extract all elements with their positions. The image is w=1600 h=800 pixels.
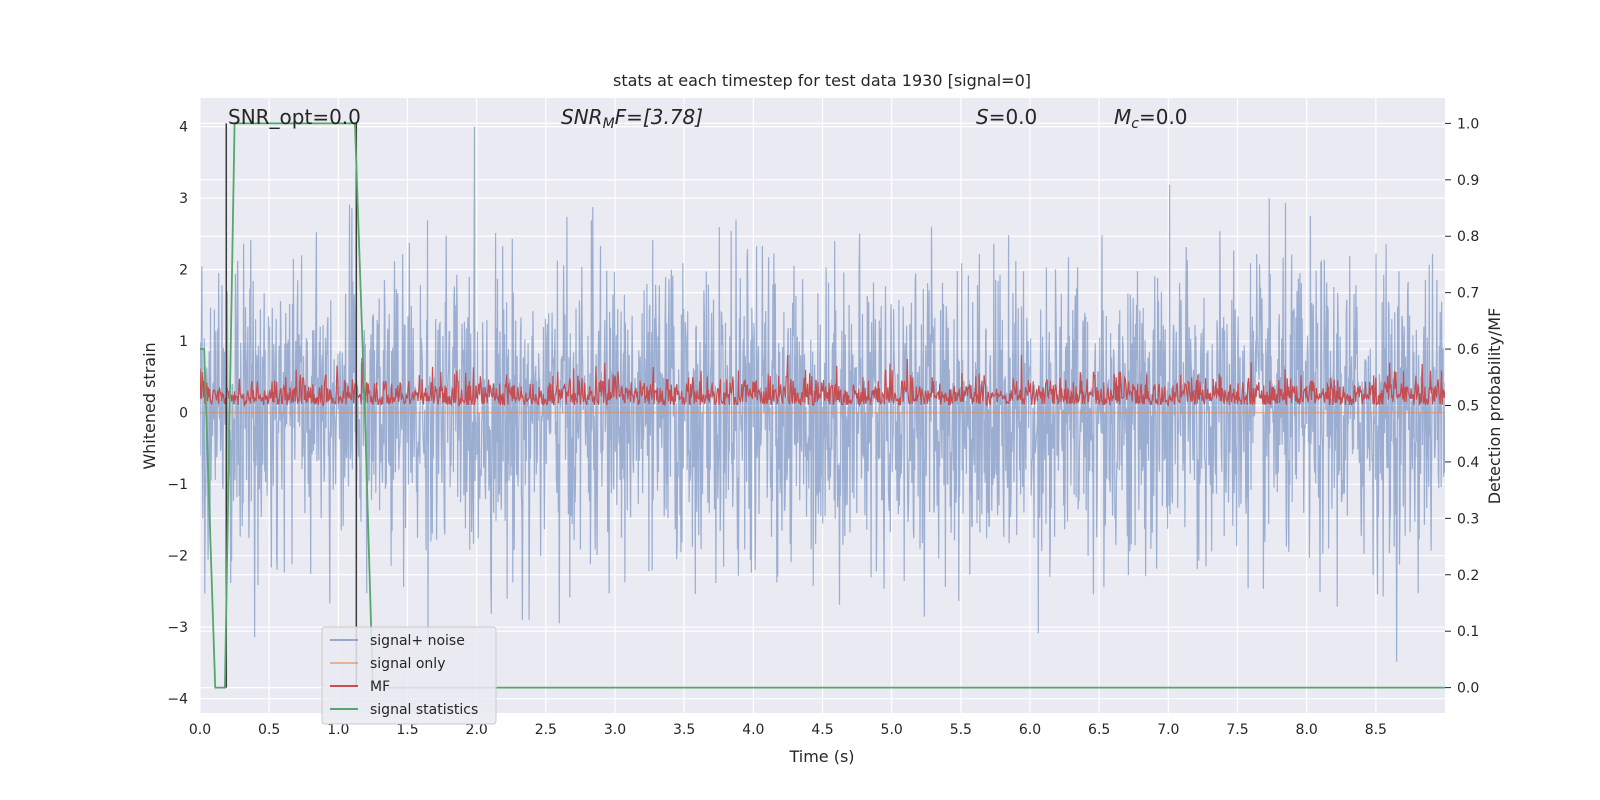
y2-tick-label: 0.8 xyxy=(1457,229,1479,245)
legend-item: signal only xyxy=(330,656,445,672)
legend-box xyxy=(321,626,497,725)
series-mf xyxy=(200,354,1445,408)
x-tick-label: 8.0 xyxy=(1296,722,1318,738)
x-tick-label: 5.0 xyxy=(881,722,903,738)
legend-label: signal statistics xyxy=(370,702,478,718)
x-tick-label: 7.0 xyxy=(1157,722,1179,738)
legend-item: MF xyxy=(330,679,390,695)
y2-tick-label: 0.7 xyxy=(1457,286,1479,302)
x-tick-label: 3.5 xyxy=(673,722,695,738)
x-tick-label: 2.5 xyxy=(535,722,557,738)
x-tick-label: 1.5 xyxy=(396,722,418,738)
annotation-snr-mf: SNRMF=[3.78] xyxy=(561,105,703,132)
x-tick-label: 3.0 xyxy=(604,722,626,738)
series-layer xyxy=(200,122,1445,689)
y-axis-right: 1.0 0.9 0.8 0.7 0.6 0.5 0.4 0.3 0.2 0.1 0.0 xyxy=(1445,116,1479,697)
y-tick-label: −2 xyxy=(167,549,188,565)
series-signal-statistics xyxy=(200,122,1445,689)
y-axis-left: 4 3 2 1 0 −1 −2 −3 −4 xyxy=(167,120,188,708)
x-tick-label: 8.5 xyxy=(1365,722,1387,738)
legend-item: signal statistics xyxy=(330,702,478,718)
x-tick-label: 6.5 xyxy=(1088,722,1110,738)
x-tick-label: 1.0 xyxy=(327,722,349,738)
x-tick-label: 4.0 xyxy=(742,722,764,738)
x-tick-label: 5.5 xyxy=(950,722,972,738)
x-tick-label: 0.5 xyxy=(258,722,280,738)
legend: signal+ noise signal only MF signal stat… xyxy=(321,626,497,725)
legend-label: signal only xyxy=(370,656,445,672)
legend-label: MF xyxy=(370,679,390,695)
legend-label: signal+ noise xyxy=(370,633,465,649)
y2-tick-label: 0.2 xyxy=(1457,568,1479,584)
x-tick-label: 7.5 xyxy=(1226,722,1248,738)
x-tick-label: 4.5 xyxy=(811,722,833,738)
y-tick-label: −4 xyxy=(167,692,188,708)
y2-tick-label: 0.9 xyxy=(1457,173,1479,189)
legend-item: signal+ noise xyxy=(330,633,465,649)
x-tick-label: 2.0 xyxy=(466,722,488,738)
chart-title: stats at each timestep for test data 193… xyxy=(613,71,1031,90)
y2-tick-label: 0.6 xyxy=(1457,342,1479,358)
y2-axis-label: Detection probability/MF xyxy=(1485,308,1504,505)
y-tick-label: 1 xyxy=(179,334,188,350)
y-axis-label: Whitened strain xyxy=(140,342,159,469)
y2-tick-label: 1.0 xyxy=(1457,116,1479,132)
y-tick-label: −3 xyxy=(167,620,188,636)
x-tick-label: 0.0 xyxy=(189,722,211,738)
x-axis-label: Time (s) xyxy=(788,747,854,766)
series-signal-noise xyxy=(200,126,1445,662)
annotation-s: S=0.0 xyxy=(976,105,1037,129)
y2-tick-label: 0.1 xyxy=(1457,624,1479,640)
y2-tick-label: 0.0 xyxy=(1457,681,1479,697)
x-tick-label: 6.0 xyxy=(1019,722,1041,738)
y2-tick-label: 0.5 xyxy=(1457,399,1479,415)
annotation-mc: Mc=0.0 xyxy=(1114,105,1188,132)
annotation-snr-opt: SNR_opt=0.0 xyxy=(228,105,361,129)
x-axis: 0.0 0.5 1.0 1.5 2.0 2.5 3.0 3.5 4.0 4.5 5.0 5.5 6.0 6… xyxy=(189,722,1387,738)
y-tick-label: −1 xyxy=(167,477,188,493)
y-tick-label: 0 xyxy=(179,406,188,422)
y-tick-label: 2 xyxy=(179,263,188,279)
y2-tick-label: 0.4 xyxy=(1457,455,1479,471)
y-tick-label: 3 xyxy=(179,191,188,207)
grid xyxy=(199,98,1445,713)
y2-tick-label: 0.3 xyxy=(1457,511,1479,527)
y-tick-label: 4 xyxy=(179,120,188,136)
